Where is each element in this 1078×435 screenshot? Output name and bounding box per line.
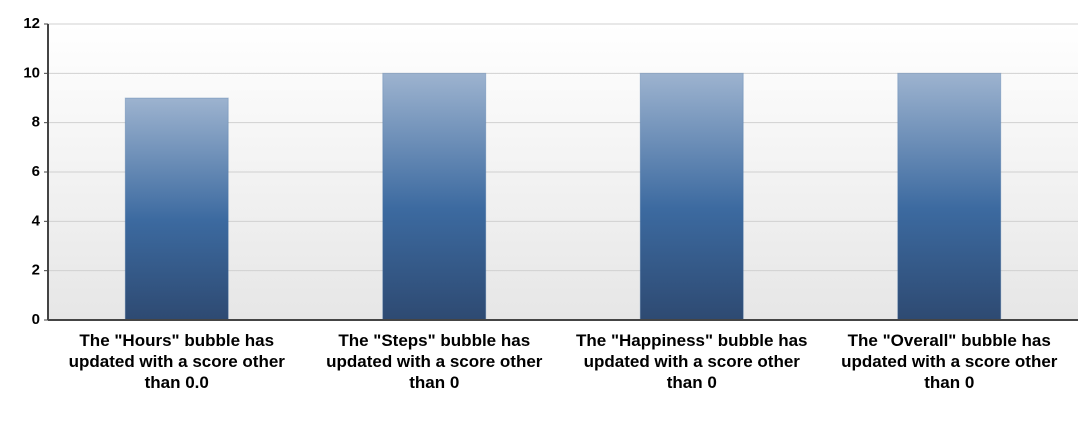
y-tick-label: 10 <box>23 64 40 81</box>
bar <box>639 72 744 321</box>
bar <box>124 97 229 321</box>
x-tick-label: The "Overall" bubble has updated with a … <box>841 331 1058 392</box>
y-tick-label: 4 <box>32 212 41 229</box>
y-tick-label: 2 <box>32 262 40 279</box>
y-tick-label: 12 <box>23 15 40 32</box>
x-tick-label: The "Happiness" bubble has updated with … <box>576 331 808 392</box>
x-tick-label: The "Steps" bubble has updated with a sc… <box>326 331 543 392</box>
y-tick-label: 8 <box>32 114 40 131</box>
x-tick-label: The "Hours" bubble has updated with a sc… <box>68 331 285 392</box>
y-tick-label: 6 <box>32 163 40 180</box>
y-tick-label: 0 <box>32 311 40 328</box>
bar <box>382 72 487 321</box>
bar <box>897 72 1002 321</box>
